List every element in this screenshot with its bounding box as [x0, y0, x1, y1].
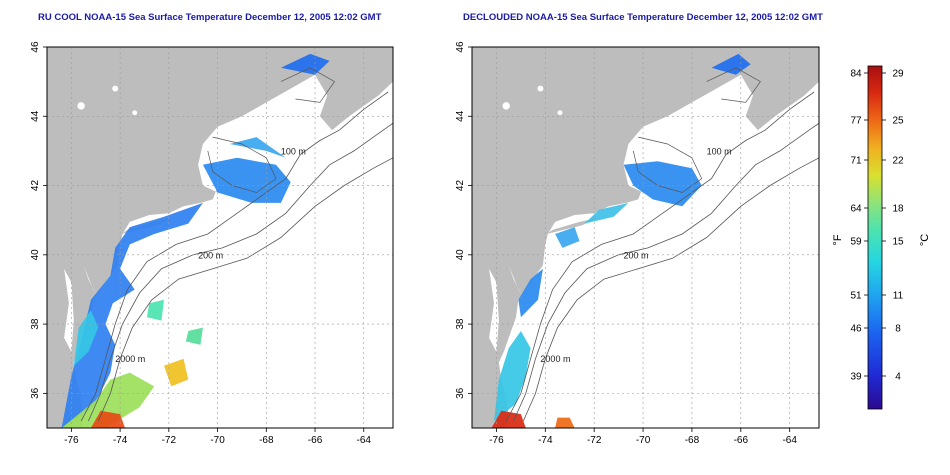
- right-lon-tick-label: -76: [489, 435, 504, 446]
- left-lon-tick-label: -76: [64, 435, 79, 446]
- right-contour-label: 100 m: [707, 146, 732, 156]
- left-chesapeake-bay: [64, 268, 74, 352]
- left-sst-patch: [164, 358, 189, 387]
- left-sst-patch: [61, 372, 155, 428]
- right-sst-patch: [623, 161, 702, 207]
- colorbar-fahrenheit-tick: 59: [850, 237, 862, 248]
- colorbar-gradient: [867, 65, 883, 410]
- right-lat-tick-label: 44: [455, 110, 466, 122]
- left-contour: [88, 122, 393, 422]
- colorbar-fahrenheit-tick: 51: [850, 291, 862, 302]
- right-lon-tick-label: -66: [734, 435, 749, 446]
- celsius-unit-label: °C: [919, 234, 931, 246]
- left-lat-tick-label: 40: [30, 249, 41, 261]
- right-lat-tick-label: 38: [455, 318, 466, 330]
- left-sst-patch: [202, 157, 291, 203]
- left-map-title: RU COOL NOAA-15 Sea Surface Temperature …: [38, 12, 382, 23]
- left-long-island: [121, 217, 173, 234]
- right-sst-patch: [711, 53, 751, 75]
- right-lat-tick-label: 46: [455, 41, 466, 53]
- left-sst-patch: [280, 53, 330, 75]
- left-contour: [207, 136, 277, 193]
- left-sst-patch: [185, 327, 203, 345]
- right-sst-patch: [491, 410, 526, 428]
- left-contour: [80, 91, 389, 422]
- left-lon-tick-label: -68: [259, 435, 274, 446]
- left-lat-tick-label: 44: [30, 110, 41, 122]
- left-lat-tick-label: 42: [30, 180, 41, 192]
- right-chesapeake-bay: [489, 268, 499, 352]
- right-contour-label: 200 m: [624, 250, 649, 260]
- right-lat-tick-label: 40: [455, 249, 466, 261]
- right-lon-tick-label: -74: [538, 435, 553, 446]
- left-nova-scotia: [315, 47, 393, 131]
- left-map-frame: [46, 46, 394, 429]
- left-sst-patch: [73, 310, 99, 366]
- colorbar-fahrenheit-tick: 77: [850, 116, 862, 127]
- colorbar-celsius-tick: 25: [892, 116, 904, 127]
- colorbar-celsius-tick: 11: [893, 291, 904, 302]
- colorbar-celsius-tick: 29: [892, 69, 904, 80]
- left-lat-tick-label: 46: [30, 41, 41, 53]
- colorbar-fahrenheit-tick: 84: [850, 69, 862, 80]
- right-map-title: DECLOUDED NOAA-15 Sea Surface Temperatur…: [463, 12, 823, 23]
- right-contour: [632, 136, 703, 193]
- left-sst-patch: [61, 202, 203, 428]
- left-lat-tick-label: 38: [30, 318, 41, 330]
- right-contour: [513, 122, 819, 422]
- left-sst-patch: [146, 299, 164, 321]
- left-contour-label: 100 m: [281, 146, 306, 156]
- left-lat-tick-label: 36: [30, 387, 41, 399]
- left-lon-tick-label: -64: [357, 435, 372, 446]
- right-sst-patch: [518, 268, 543, 318]
- right-lat-tick-label: 36: [455, 387, 466, 399]
- left-lon-tick-label: -70: [210, 435, 225, 446]
- right-lat-tick-label: 42: [455, 180, 466, 192]
- colorbar-celsius-tick: 22: [892, 156, 904, 167]
- right-sst-patch: [555, 417, 575, 428]
- right-nova-scotia: [740, 47, 819, 131]
- left-contour: [97, 157, 393, 422]
- right-lon-tick-label: -68: [685, 435, 700, 446]
- left-delaware-bay: [83, 265, 97, 297]
- right-contour: [505, 91, 815, 422]
- right-sst-patch: [494, 331, 531, 422]
- right-sst-patch: [584, 202, 629, 224]
- fahrenheit-unit-label: °F: [832, 234, 844, 245]
- right-land: [472, 47, 774, 428]
- colorbar-celsius-tick: 18: [892, 204, 904, 215]
- colorbar-celsius-tick: 4: [895, 372, 901, 383]
- left-sst-patch: [90, 410, 125, 428]
- colorbar-fahrenheit-tick: 39: [850, 372, 862, 383]
- left-lon-tick-label: -66: [308, 435, 323, 446]
- colorbar-fahrenheit-tick: 71: [850, 156, 862, 167]
- right-contour-label: 2000 m: [540, 354, 570, 364]
- right-map-frame: [471, 46, 820, 429]
- colorbar-celsius-tick: 8: [895, 324, 901, 335]
- left-sst-patch: [229, 137, 286, 158]
- colorbar-celsius-tick: 15: [892, 237, 904, 248]
- right-lon-tick-label: -72: [587, 435, 602, 446]
- right-contour: [706, 67, 761, 103]
- left-lon-tick-label: -72: [162, 435, 177, 446]
- right-contour: [522, 157, 819, 422]
- left-land: [47, 47, 348, 428]
- right-lon-tick-label: -70: [636, 435, 651, 446]
- right-long-island: [546, 217, 598, 234]
- right-lon-tick-label: -64: [782, 435, 797, 446]
- colorbar-fahrenheit-tick: 46: [850, 324, 862, 335]
- right-sst-patch: [555, 227, 580, 248]
- left-lon-tick-label: -74: [113, 435, 128, 446]
- right-delaware-bay: [508, 265, 523, 297]
- colorbar-fahrenheit-tick: 64: [850, 204, 862, 215]
- left-contour-label: 200 m: [198, 250, 223, 260]
- left-contour-label: 2000 m: [115, 354, 145, 364]
- left-contour: [280, 67, 336, 103]
